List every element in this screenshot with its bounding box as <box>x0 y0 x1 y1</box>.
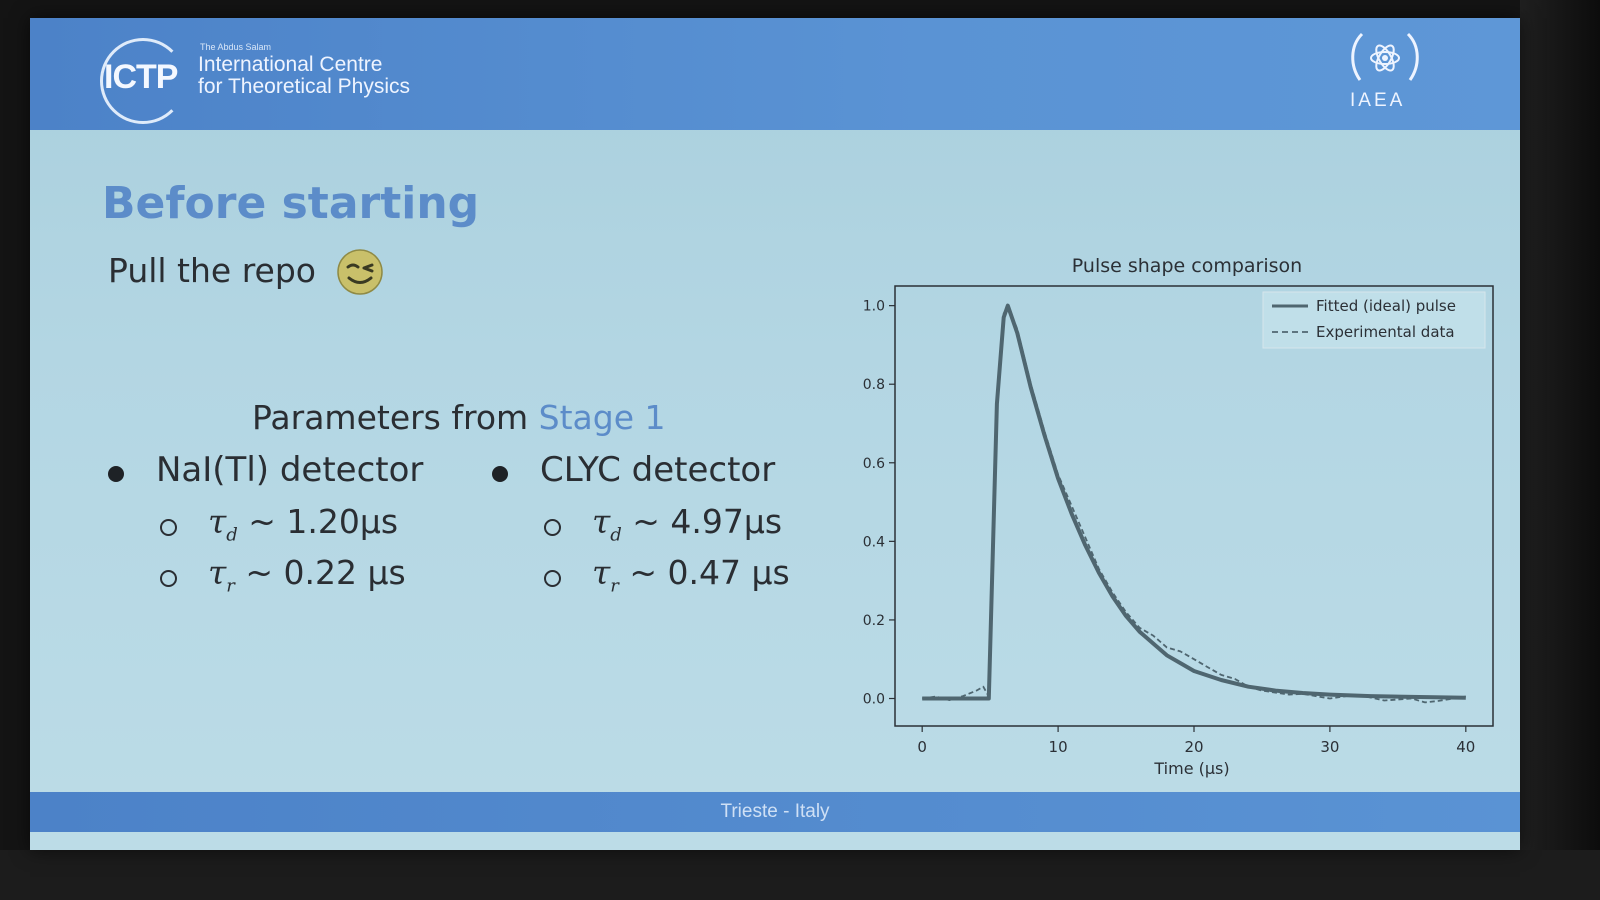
slide-title: Before starting <box>102 178 480 229</box>
ictp-name-line2: for Theoretical Physics <box>198 75 411 98</box>
winking-face-icon <box>337 249 383 295</box>
legend-box <box>1262 291 1486 349</box>
tau-decay-value: τd ~ 1.20μs <box>208 502 399 546</box>
sub-bullet-ring <box>160 519 177 536</box>
tau-rise-value: τr ~ 0.47 μs <box>592 553 790 597</box>
y-tick-label: 0.8 <box>863 377 885 393</box>
tau-decay-value: τd ~ 4.97μs <box>592 502 783 546</box>
ictp-logo: ICTP <box>104 58 178 96</box>
detector-name: NaI(Tl) detector <box>156 450 424 490</box>
slide-header-bar: ICTP The Abdus Salam International Centr… <box>30 18 1520 130</box>
y-axis: 0.0 0.2 0.4 0.6 0.8 1.0 <box>863 299 895 708</box>
x-tick-label: 10 <box>1049 738 1068 756</box>
presentation-slide: ICTP The Abdus Salam International Centr… <box>30 18 1520 850</box>
legend-label-experimental: Experimental data <box>1316 323 1455 341</box>
sub-bullet-ring <box>544 519 561 536</box>
parameters-heading: Parameters from Stage 1 <box>252 398 666 437</box>
x-tick-label: 30 <box>1320 738 1339 756</box>
y-tick-label: 1.0 <box>863 299 885 315</box>
iaea-emblem-icon <box>1351 32 1419 81</box>
tau-rise-value: τr ~ 0.22 μs <box>208 553 406 597</box>
ictp-name: International Centre for Theoretical Phy… <box>198 54 410 98</box>
experimental-data-line <box>922 304 1466 704</box>
x-axis-label: Time (μs) <box>1153 759 1229 778</box>
ictp-logo-ring <box>100 38 186 124</box>
pulse-shape-chart: Pulse shape comparison 0.0 0.2 0.4 0.6 0.8 1.… <box>863 255 1494 778</box>
legend-label-fitted: Fitted (ideal) pulse <box>1316 297 1456 315</box>
sub-bullet-ring <box>160 570 177 587</box>
y-tick-label: 0.4 <box>863 534 885 550</box>
sub-bullet-ring <box>544 570 561 587</box>
bullet-dot <box>492 466 508 482</box>
ictp-name-line1: International Centre <box>198 53 383 76</box>
series-group <box>922 303 1466 704</box>
x-tick-label: 20 <box>1184 738 1203 756</box>
slide-footer-bar: Trieste - Italy <box>30 792 1520 832</box>
ictp-tagline: The Abdus Salam <box>200 42 272 52</box>
footer-location: Trieste - Italy <box>720 801 830 822</box>
chart-title: Pulse shape comparison <box>1072 255 1302 277</box>
iaea-logo: IAEA <box>1350 90 1406 111</box>
y-tick-label: 0.6 <box>863 456 885 472</box>
projector-bezel <box>1520 0 1600 900</box>
x-axis: 0 10 20 30 40 <box>917 726 1475 756</box>
bullet-dot <box>108 466 124 482</box>
fitted-pulse-line <box>922 303 1466 701</box>
y-tick-label: 0.2 <box>863 613 885 629</box>
chart-legend: Fitted (ideal) pulse Experimental data <box>1262 291 1486 349</box>
slide-subtitle: Pull the repo <box>108 251 316 290</box>
stage-1-link[interactable]: Stage 1 <box>538 398 666 437</box>
x-tick-label: 0 <box>917 738 927 756</box>
detector-name: CLYC detector <box>540 450 776 490</box>
parameters-prefix: Parameters from <box>252 398 539 437</box>
x-tick-label: 40 <box>1456 738 1475 756</box>
y-tick-label: 0.0 <box>863 692 885 708</box>
projector-bezel-bottom <box>0 850 1600 900</box>
